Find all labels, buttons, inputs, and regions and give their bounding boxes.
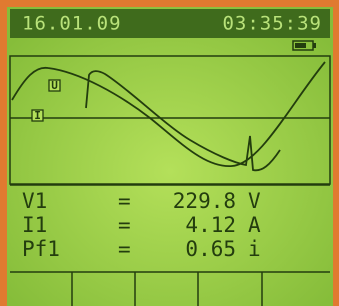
reading-value: 229.8 <box>173 189 236 213</box>
reading-unit: i <box>248 237 261 261</box>
reading-value: 0.65 <box>185 237 236 261</box>
reading-name: Pf1 <box>22 237 60 261</box>
reading-sign: = <box>118 237 131 261</box>
reading-unit: A <box>248 213 261 237</box>
reading-sign: = <box>118 213 131 237</box>
date: 16.01.09 <box>22 13 122 35</box>
reading-value: 4.12 <box>185 213 236 237</box>
time: 03:35:39 <box>222 13 322 35</box>
lcd-background <box>7 7 333 306</box>
reading-sign: = <box>118 189 131 213</box>
reading-unit: V <box>248 189 261 213</box>
current-label: I <box>34 109 41 122</box>
reading-name: I1 <box>22 213 47 237</box>
reading-name: V1 <box>22 189 47 213</box>
voltage-label: U <box>51 79 58 92</box>
page: 16.01.09 03:35:39 U I V1 = 229.8 V I1 = 4.12 A P… <box>0 0 339 306</box>
device-screen: 16.01.09 03:35:39 U I V1 = 229.8 V I1 = 4.12 A P… <box>0 0 339 306</box>
